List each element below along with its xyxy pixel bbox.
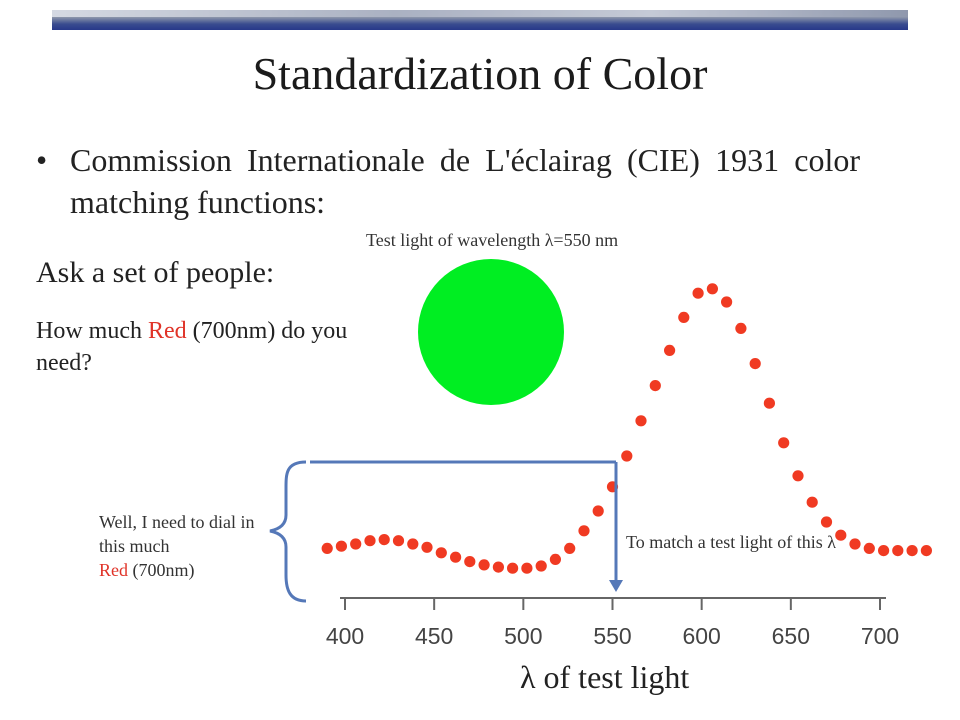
question-prefix: How much — [36, 318, 148, 344]
x-tick-label: 400 — [326, 623, 364, 649]
curve-point — [435, 547, 447, 559]
test-light-circle — [418, 259, 564, 405]
note-left: Well, I need to dial in this much Red (70… — [99, 510, 279, 582]
curve-point — [506, 562, 519, 574]
curve-point — [721, 296, 733, 308]
x-tick-label: 550 — [593, 623, 631, 649]
curve-point — [564, 542, 576, 555]
curve-point — [678, 311, 690, 323]
note-left-suffix: (700nm) — [128, 560, 195, 580]
curve-point — [621, 450, 633, 462]
curve-point — [849, 538, 861, 550]
header-bar-highlight — [52, 10, 908, 17]
note-right: To match a test light of this λ — [626, 532, 836, 552]
test-light-caption: Test light of wavelength λ=550 nm — [366, 230, 619, 250]
curve-point — [478, 559, 490, 571]
curve-point — [906, 545, 918, 557]
curve-point — [592, 505, 604, 517]
curve-point — [878, 545, 890, 557]
curve-point — [892, 545, 904, 557]
curve-point — [649, 380, 661, 392]
curve-point — [792, 470, 804, 482]
curve-point — [335, 540, 347, 552]
curve-point — [763, 397, 776, 409]
curve-point — [392, 535, 405, 547]
test-wavelength-arrow-head — [609, 580, 623, 592]
x-axis: 400 450 500 550 600 650 700 — [326, 597, 899, 649]
curve-point — [549, 553, 562, 566]
curve-point — [450, 551, 462, 563]
question-suffix: (700nm) do you need? — [36, 318, 348, 376]
curve-point — [920, 545, 933, 557]
curve-point — [749, 358, 761, 370]
curve-point — [706, 283, 719, 295]
curve-point — [464, 556, 476, 568]
curve-point — [578, 525, 590, 537]
curve-point — [863, 542, 875, 555]
x-tick-label: 650 — [772, 623, 810, 649]
matching-function-curve — [321, 283, 933, 574]
x-tick-label: 600 — [682, 623, 720, 649]
curve-point — [806, 496, 818, 508]
curve-point — [778, 437, 790, 449]
ask-heading: Ask a set of people: — [36, 256, 275, 289]
x-tick-label: 500 — [504, 623, 542, 649]
curve-point — [535, 560, 547, 572]
note-left-text: Well, I need to dial in this much — [99, 512, 255, 556]
curve-point — [692, 287, 704, 299]
question-red-word: Red — [147, 318, 187, 344]
curve-point — [521, 562, 533, 574]
curve-point — [421, 541, 433, 553]
bullet-text: Commission Internationale de L'éclairag … — [70, 142, 860, 220]
curve-point — [321, 542, 333, 555]
curve-point — [492, 561, 504, 573]
x-axis-title: λ of test light — [520, 659, 690, 695]
question-text: How much Red (700nm) do you need? — [36, 315, 376, 379]
bullet-symbol: • — [36, 142, 48, 178]
x-tick-label: 450 — [415, 623, 453, 649]
header-decoration-bar — [52, 10, 908, 30]
curve-point — [735, 322, 747, 334]
match-bracket — [269, 460, 623, 603]
left-curly-brace — [269, 460, 307, 603]
note-left-red-word: Red — [99, 560, 128, 580]
curve-point — [820, 516, 833, 528]
curve-point — [635, 415, 647, 427]
curve-point — [378, 534, 390, 546]
curve-point — [407, 538, 419, 550]
curve-point — [664, 344, 676, 356]
x-tick-label: 700 — [861, 623, 899, 649]
curve-point — [835, 529, 847, 541]
curve-point — [350, 538, 362, 550]
curve-point — [364, 535, 376, 547]
slide-title: Standardization of Color — [252, 48, 708, 99]
